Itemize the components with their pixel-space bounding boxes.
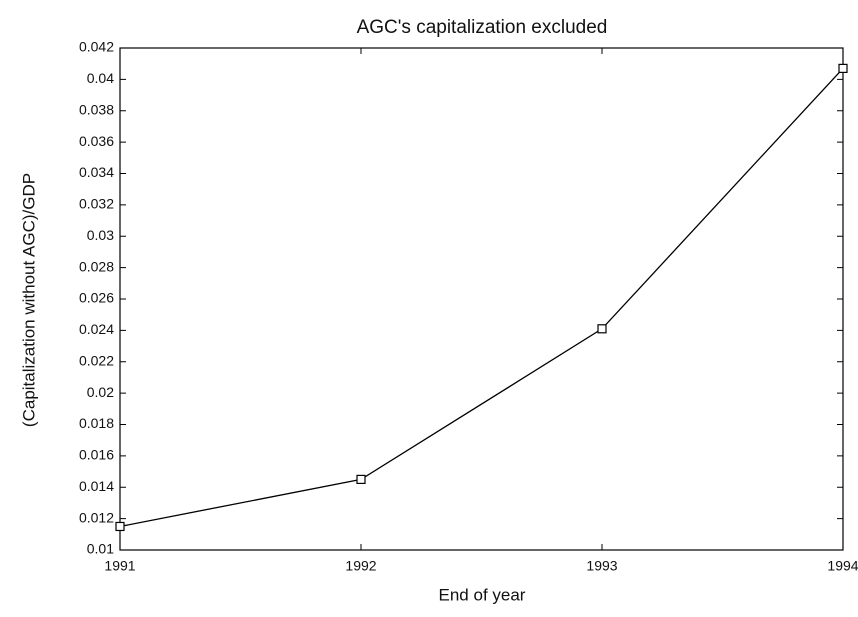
y-tick-label: 0.034 [79, 164, 114, 180]
x-tick-label: 1994 [827, 558, 858, 574]
y-tick-label: 0.032 [79, 196, 114, 212]
y-tick-label: 0.026 [79, 290, 114, 306]
y-tick-label: 0.012 [79, 509, 114, 525]
data-point [356, 474, 366, 485]
y-tick-label: 0.03 [87, 227, 114, 243]
x-tick-label: 1991 [104, 558, 135, 574]
plot-frame [119, 47, 844, 551]
y-tick-label: 0.024 [79, 321, 114, 337]
y-tick-label: 0.022 [79, 352, 114, 368]
y-tick-label: 0.028 [79, 258, 114, 274]
x-tick-label: 1992 [345, 558, 376, 574]
y-tick-label: 0.01 [87, 541, 114, 557]
data-point [597, 324, 607, 334]
y-tick-label: 0.036 [79, 133, 114, 149]
y-tick-label: 0.018 [79, 415, 114, 431]
y-tick-label: 0.038 [79, 101, 114, 117]
data-line [119, 67, 844, 528]
chart-title: AGC's capitalization excluded [357, 17, 608, 38]
y-tick-label: 0.02 [87, 384, 114, 400]
x-axis-label: End of year [439, 585, 526, 604]
x-tick-label: 1993 [586, 558, 617, 574]
data-point [115, 521, 125, 532]
y-tick-label: 0.04 [87, 70, 114, 86]
y-tick-label: 0.014 [79, 478, 114, 494]
y-tick-label: 0.042 [79, 39, 114, 55]
data-point [838, 63, 848, 73]
y-axis-label: (Capitalization without AGC)/GDP [19, 173, 38, 427]
y-tick-label: 0.016 [79, 447, 114, 463]
